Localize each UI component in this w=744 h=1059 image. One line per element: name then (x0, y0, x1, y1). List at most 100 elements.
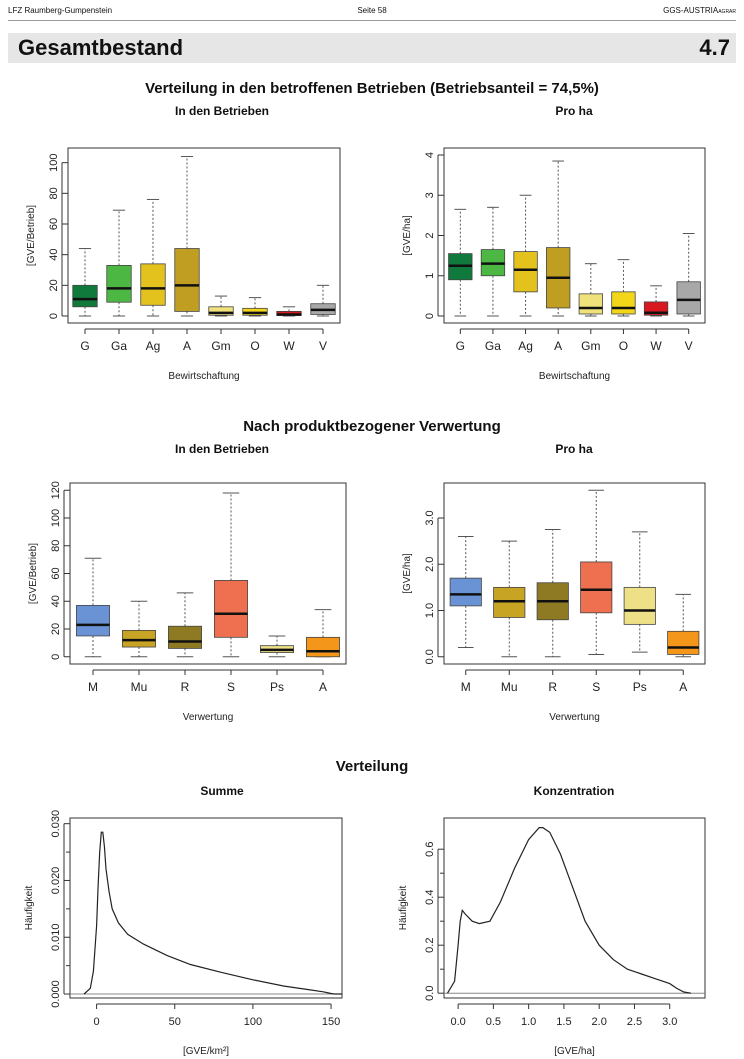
subtitle-p1: In den Betrieben (174, 104, 269, 118)
y-tick-label: 20 (50, 623, 62, 635)
x-tick-label: Mu (131, 680, 148, 694)
header-right-sub: AGRAR (718, 9, 736, 15)
y-axis-label: Häufigkeit (398, 886, 409, 931)
section-title-2: Nach produktbezogener Verwertung (243, 418, 501, 435)
x-tick-label: Ga (485, 339, 501, 353)
density-curve (446, 827, 691, 994)
y-tick-label: 0.2 (424, 938, 436, 953)
chapter-number: 4.7 (699, 35, 730, 60)
x-tick-label: O (250, 339, 259, 353)
y-tick-label: 4 (424, 152, 436, 158)
y-tick-label: 0.030 (50, 810, 62, 838)
box-gm (208, 306, 234, 316)
y-tick-label: 2.0 (424, 557, 436, 572)
y-axis-label: [GVE/Betrieb] (26, 205, 37, 266)
y-axis-label: [GVE/ha] (402, 215, 413, 256)
y-tick-label: 0.6 (424, 842, 436, 857)
box-mu (122, 629, 156, 648)
x-tick-label: Gm (581, 339, 600, 353)
box-ga (106, 264, 132, 303)
chapter-title: Gesamtbestand (18, 35, 184, 60)
y-tick-label: 1 (424, 273, 436, 279)
y-tick-label: 0.4 (424, 890, 436, 905)
x-tick-label: Ag (518, 339, 533, 353)
y-tick-label: 20 (48, 279, 60, 291)
y-tick-label: 60 (48, 218, 60, 230)
y-tick-label: 0.000 (50, 980, 62, 1008)
x-axis-label: Verwertung (549, 712, 600, 723)
x-tick-label: A (679, 680, 687, 694)
x-axis-label: Bewirtschaftung (539, 371, 610, 382)
x-tick-label: 1.5 (556, 1016, 571, 1028)
x-tick-label: W (283, 339, 295, 353)
x-tick-label: 1.0 (521, 1016, 536, 1028)
header-left: LFZ Raumberg-Gumpenstein (8, 6, 113, 15)
x-tick-label: A (183, 339, 191, 353)
y-axis-label: Häufigkeit (24, 886, 35, 931)
x-tick-label: Ps (270, 680, 284, 694)
x-tick-label: R (548, 680, 557, 694)
y-tick-label: 0.020 (50, 867, 62, 895)
x-tick-label: 3.0 (662, 1016, 677, 1028)
y-tick-label: 1.0 (424, 603, 436, 618)
x-tick-label: M (88, 680, 98, 694)
y-axis-label: [GVE/Betrieb] (28, 543, 39, 604)
x-tick-label: 50 (169, 1016, 181, 1028)
subtitle-p6: Konzentration (533, 784, 615, 798)
subtitle-p3: In den Betrieben (174, 442, 269, 456)
x-tick-label: 2.0 (592, 1016, 607, 1028)
header-divider (8, 20, 736, 21)
box-ps (623, 586, 656, 625)
section-title-3: Verteilung (335, 758, 409, 775)
x-tick-label: S (227, 680, 235, 694)
subtitle-p5: Summe (200, 784, 244, 798)
x-tick-label: Ga (111, 339, 127, 353)
plot-frame (443, 817, 706, 999)
x-tick-label: A (319, 680, 327, 694)
x-tick-label: A (554, 339, 562, 353)
box-s (580, 561, 613, 614)
y-tick-label: 0 (48, 313, 60, 319)
x-tick-label: V (685, 339, 693, 353)
x-tick-label: Mu (501, 680, 518, 694)
page-header: LFZ Raumberg-Gumpenstein Seite 58 GGS-AU… (0, 0, 744, 22)
y-axis-label: [GVE/ha] (402, 553, 413, 594)
x-tick-label: V (319, 339, 327, 353)
y-tick-label: 80 (50, 540, 62, 552)
box-a (174, 248, 200, 312)
y-tick-label: 0.010 (50, 923, 62, 951)
plot-frame (443, 482, 706, 665)
plot-frame (67, 147, 341, 324)
y-tick-label: 120 (50, 481, 62, 499)
x-tick-label: Ps (633, 680, 647, 694)
density-curve (83, 831, 342, 995)
box-g (72, 284, 98, 308)
section-title-1: Verteilung in den betroffenen Betrieben … (145, 80, 599, 97)
x-tick-label: M (461, 680, 471, 694)
x-tick-label: 0.5 (486, 1016, 501, 1028)
header-right-main: GGS-AUSTRIA (663, 6, 719, 15)
x-tick-label: G (80, 339, 89, 353)
x-tick-label: Gm (211, 339, 230, 353)
plot-frame (69, 817, 343, 999)
y-tick-label: 100 (48, 153, 60, 171)
y-tick-label: 0 (424, 313, 436, 319)
y-tick-label: 0.0 (424, 986, 436, 1001)
x-tick-label: S (592, 680, 600, 694)
box-v (676, 281, 701, 315)
x-tick-label: 100 (244, 1016, 262, 1028)
box-r (168, 625, 202, 649)
subtitle-p2: Pro ha (555, 104, 593, 118)
y-tick-label: 40 (48, 249, 60, 261)
x-tick-label: O (619, 339, 628, 353)
y-tick-label: 60 (50, 567, 62, 579)
y-tick-label: 100 (50, 509, 62, 527)
x-axis-label: Bewirtschaftung (168, 371, 239, 382)
x-tick-label: Ag (146, 339, 161, 353)
x-axis-label: Verwertung (183, 712, 234, 723)
